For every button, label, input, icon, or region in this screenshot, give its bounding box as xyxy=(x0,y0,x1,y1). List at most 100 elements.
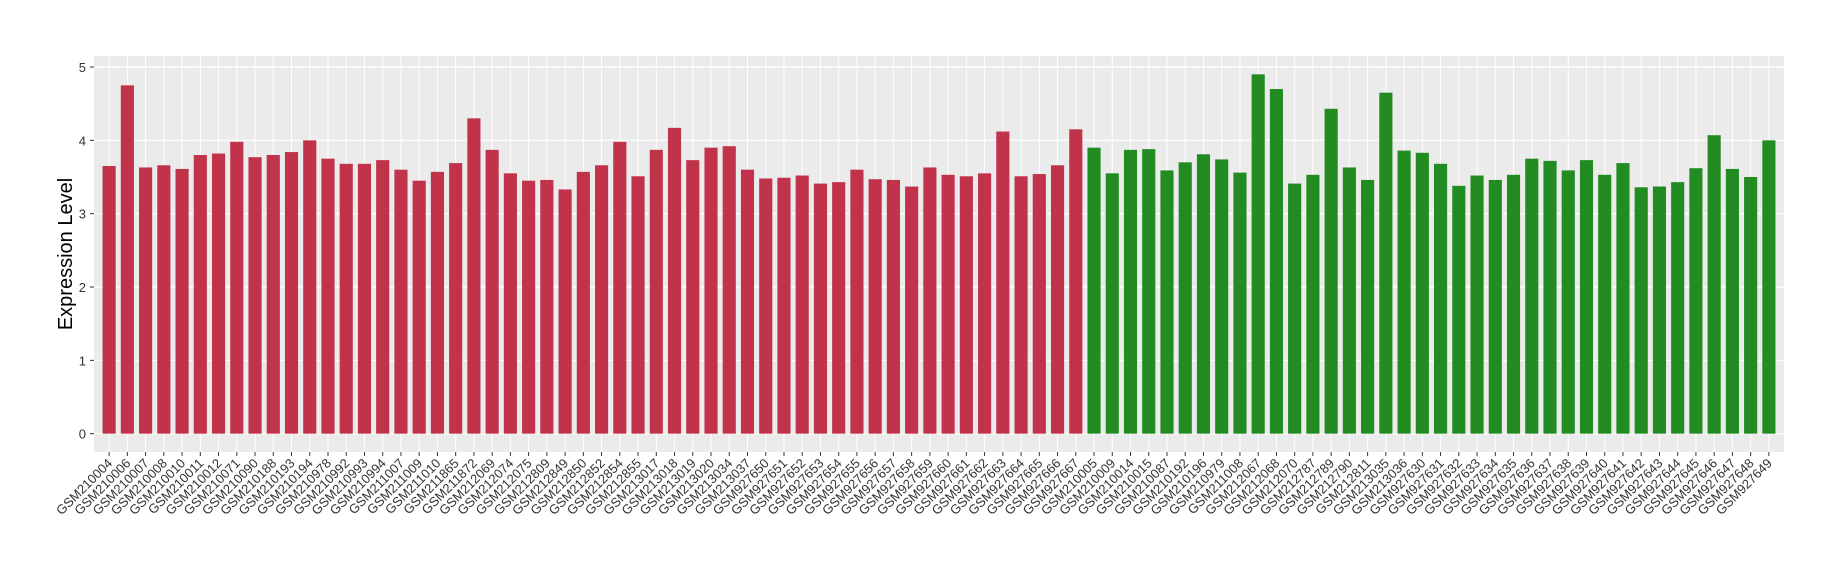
y-axis-title: Expression Level xyxy=(55,178,77,330)
bar xyxy=(631,176,645,434)
bar xyxy=(1671,182,1685,434)
bar xyxy=(722,146,736,434)
bar xyxy=(139,167,153,434)
y-tick-label: 2 xyxy=(79,280,86,295)
bar xyxy=(102,166,116,434)
bar xyxy=(777,177,791,434)
bar xyxy=(558,189,572,434)
bar xyxy=(1014,176,1028,434)
bar xyxy=(1379,92,1393,434)
bar xyxy=(886,179,900,434)
bar xyxy=(321,158,335,434)
bar xyxy=(1634,187,1648,434)
bar xyxy=(339,163,353,434)
bar xyxy=(686,160,700,434)
bar xyxy=(376,160,390,434)
bar xyxy=(1069,129,1083,434)
bar xyxy=(1470,175,1484,434)
bar xyxy=(1288,183,1302,434)
bar xyxy=(1652,186,1667,434)
bar xyxy=(1506,174,1521,434)
bar xyxy=(996,131,1010,434)
bar xyxy=(1762,140,1776,434)
bar xyxy=(1050,165,1065,434)
bar xyxy=(1415,152,1429,434)
bar xyxy=(120,85,134,434)
bar xyxy=(667,127,682,434)
bar xyxy=(1452,185,1466,434)
bar xyxy=(303,140,317,434)
bar xyxy=(1306,174,1320,434)
bar xyxy=(1142,149,1156,434)
bar xyxy=(868,179,882,434)
bar xyxy=(211,153,226,434)
bar xyxy=(394,169,408,434)
bar xyxy=(613,141,627,434)
bar xyxy=(595,165,609,434)
bar xyxy=(1543,160,1557,434)
bar xyxy=(1251,74,1265,434)
bar xyxy=(467,118,481,434)
bar xyxy=(1087,147,1101,434)
bar xyxy=(1707,135,1721,434)
bar xyxy=(248,157,262,434)
bar xyxy=(813,183,828,434)
bar xyxy=(430,171,444,434)
bar xyxy=(1178,162,1192,434)
bar xyxy=(740,169,755,434)
bar xyxy=(704,147,718,434)
bar xyxy=(1196,154,1211,434)
y-tick-label: 1 xyxy=(79,353,86,368)
bar xyxy=(978,173,992,434)
bar xyxy=(1160,170,1174,434)
bar xyxy=(1434,163,1448,434)
bar xyxy=(1123,149,1138,434)
bar xyxy=(941,174,955,434)
y-tick-label: 3 xyxy=(79,207,86,222)
bar xyxy=(1579,160,1594,434)
bar xyxy=(759,178,773,434)
bar xyxy=(284,152,299,434)
y-tick-label: 5 xyxy=(79,60,86,75)
bar xyxy=(1215,159,1229,434)
bar xyxy=(266,155,280,434)
bar xyxy=(449,163,463,434)
bar xyxy=(1324,108,1338,434)
bar xyxy=(1361,179,1375,434)
bar xyxy=(1342,167,1356,434)
bar xyxy=(193,155,207,434)
bar xyxy=(1397,150,1411,434)
bar xyxy=(795,175,809,434)
bar xyxy=(522,180,536,434)
bar xyxy=(485,149,499,434)
bar xyxy=(1525,158,1539,434)
bar xyxy=(1233,172,1247,434)
bar xyxy=(1269,89,1283,434)
bar xyxy=(357,163,372,434)
bar xyxy=(649,149,663,434)
bar xyxy=(1488,179,1502,434)
bar xyxy=(1561,170,1575,434)
bar xyxy=(1725,168,1739,434)
bar xyxy=(923,167,937,434)
bar xyxy=(959,176,973,434)
bar xyxy=(540,179,554,434)
bar xyxy=(850,169,864,434)
bar xyxy=(175,168,189,434)
bar xyxy=(905,186,919,434)
panel xyxy=(94,56,1784,452)
y-tick-label: 0 xyxy=(79,427,86,442)
bar xyxy=(832,182,846,434)
bar xyxy=(230,141,244,434)
bar xyxy=(1689,168,1703,434)
y-tick-label: 4 xyxy=(79,133,86,148)
bar xyxy=(1744,177,1758,434)
bar xyxy=(503,173,517,434)
bar xyxy=(1616,163,1630,434)
bar xyxy=(1598,174,1612,434)
bar xyxy=(412,180,426,434)
bar xyxy=(576,171,590,434)
bar xyxy=(1105,173,1119,434)
bar xyxy=(1032,174,1046,434)
